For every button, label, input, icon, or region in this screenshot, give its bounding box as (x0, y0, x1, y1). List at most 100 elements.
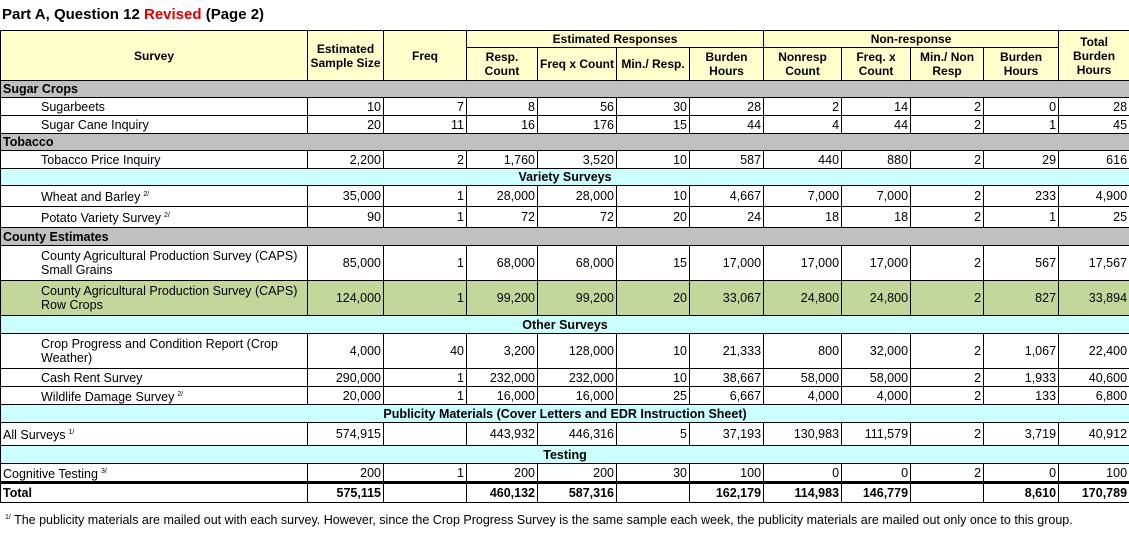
value-cell: 28,000 (537, 185, 617, 207)
section-label: Tobacco (0, 133, 1129, 151)
value-cell: 40,600 (1058, 368, 1129, 387)
row-label-text: Cash Rent Survey (41, 370, 143, 385)
value-cell: 0 (983, 463, 1060, 483)
section-label: Testing (0, 445, 1129, 464)
row-label: Cognitive Testing 3/ (0, 463, 308, 483)
value-cell: 20 (307, 115, 384, 134)
value-cell: 20 (616, 206, 690, 228)
header-cell: Freq x Count (537, 47, 617, 81)
value-cell: 30 (616, 463, 690, 483)
value-cell: 460,132 (466, 481, 538, 503)
value-cell: 0 (841, 463, 912, 483)
row-label: Crop Progress and Condition Report (Crop… (0, 333, 308, 369)
row-label-text: County Agricultural Production Survey (C… (41, 284, 298, 312)
value-cell: 72 (537, 206, 617, 228)
value-cell: 16,000 (466, 386, 538, 405)
table-row: Crop Progress and Condition Report (Crop… (0, 333, 1129, 369)
value-cell: 24,800 (841, 280, 912, 316)
value-cell: 3,200 (466, 333, 538, 369)
value-cell: 2 (910, 115, 985, 134)
section-label: Other Surveys (0, 315, 1129, 334)
value-cell: 162,179 (688, 481, 765, 503)
value-cell: 232,000 (537, 368, 617, 387)
footnote: 1/ The publicity materials are mailed ou… (0, 503, 1129, 528)
table-row: Sugarbeets 10 7 8 56 30 28 2 14 2 0 28 (0, 97, 1129, 116)
value-cell: 2 (910, 245, 985, 281)
value-cell: 14 (841, 97, 912, 116)
section-label: County Estimates (0, 227, 1129, 246)
table-row: Variety Surveys (0, 168, 1129, 186)
value-cell: 10 (616, 185, 690, 207)
value-cell: 85,000 (307, 245, 384, 281)
value-cell: 10 (616, 333, 690, 369)
value-cell: 5 (616, 422, 690, 446)
value-cell: 2,200 (307, 150, 384, 169)
table-row: Publicity Materials (Cover Letters and E… (0, 404, 1129, 423)
value-cell: 128,000 (537, 333, 617, 369)
value-cell: 587 (688, 150, 765, 169)
row-label: Sugar Cane Inquiry (0, 115, 308, 134)
value-cell: 7,000 (763, 185, 843, 207)
value-cell: 587,316 (537, 481, 617, 503)
value-cell: 24 (688, 206, 765, 228)
value-cell: 1 (383, 463, 467, 483)
value-cell: 99,200 (466, 280, 538, 316)
row-label: Tobacco Price Inquiry (0, 150, 308, 169)
value-cell: 17,567 (1058, 245, 1129, 281)
value-cell: 4,000 (841, 386, 912, 405)
value-cell: 3,719 (983, 422, 1060, 446)
row-label: Wheat and Barley 2/ (0, 185, 308, 207)
value-cell: 45 (1058, 115, 1129, 134)
value-cell: 68,000 (466, 245, 538, 281)
value-cell: 0 (763, 463, 843, 483)
section-label: Variety Surveys (0, 168, 1129, 186)
value-cell: 124,000 (307, 280, 384, 316)
value-cell: 2 (910, 368, 985, 387)
note-marker: 2/ (143, 191, 150, 198)
value-cell: 2 (910, 333, 985, 369)
value-cell: 2 (910, 97, 985, 116)
value-cell: 17,000 (841, 245, 912, 281)
value-cell: 233 (983, 185, 1060, 207)
value-cell: 58,000 (763, 368, 843, 387)
value-cell: 1 (983, 206, 1060, 228)
value-cell: 24,800 (763, 280, 843, 316)
row-label: Wildlife Damage Survey 2/ (0, 386, 308, 405)
row-label-text: Sugarbeets (41, 99, 105, 114)
value-cell: 2 (910, 185, 985, 207)
row-label-text: Cognitive Testing (3, 466, 98, 481)
table-row: Cognitive Testing 3/200 1 200 200 30 100 0 0 2 0 10… (0, 463, 1129, 483)
value-cell: 200 (537, 463, 617, 483)
value-cell: 114,983 (763, 481, 843, 503)
row-label-text: Wildlife Damage Survey (41, 389, 175, 404)
header-cell: Survey (0, 30, 308, 81)
value-cell: 176 (537, 115, 617, 134)
value-cell (616, 481, 690, 503)
row-label-text: Tobacco Price Inquiry (41, 152, 161, 167)
header-cell: Estimated Sample Size (307, 30, 384, 81)
value-cell: 616 (1058, 150, 1129, 169)
value-cell: 20 (616, 280, 690, 316)
value-cell: 1,760 (466, 150, 538, 169)
value-cell: 4,000 (763, 386, 843, 405)
value-cell: 1,067 (983, 333, 1060, 369)
value-cell: 4,900 (1058, 185, 1129, 207)
row-label: Total (0, 481, 308, 503)
header-cell: Resp. Count (466, 47, 538, 81)
section-label: Sugar Crops (0, 80, 1129, 98)
value-cell: 2 (910, 280, 985, 316)
value-cell: 7 (383, 97, 467, 116)
value-cell (910, 481, 985, 503)
value-cell: 40,912 (1058, 422, 1129, 446)
value-cell: 575,115 (307, 481, 384, 503)
value-cell: 4,667 (688, 185, 765, 207)
value-cell: 574,915 (307, 422, 384, 446)
value-cell: 68,000 (537, 245, 617, 281)
value-cell: 4,000 (307, 333, 384, 369)
table-row: Sugar Crops (0, 80, 1129, 98)
header-cell: Burden Hours (983, 47, 1060, 81)
header-cell: Nonresp Count (763, 47, 843, 81)
header-cell: Total Burden Hours (1058, 30, 1129, 81)
value-cell: 1 (383, 206, 467, 228)
